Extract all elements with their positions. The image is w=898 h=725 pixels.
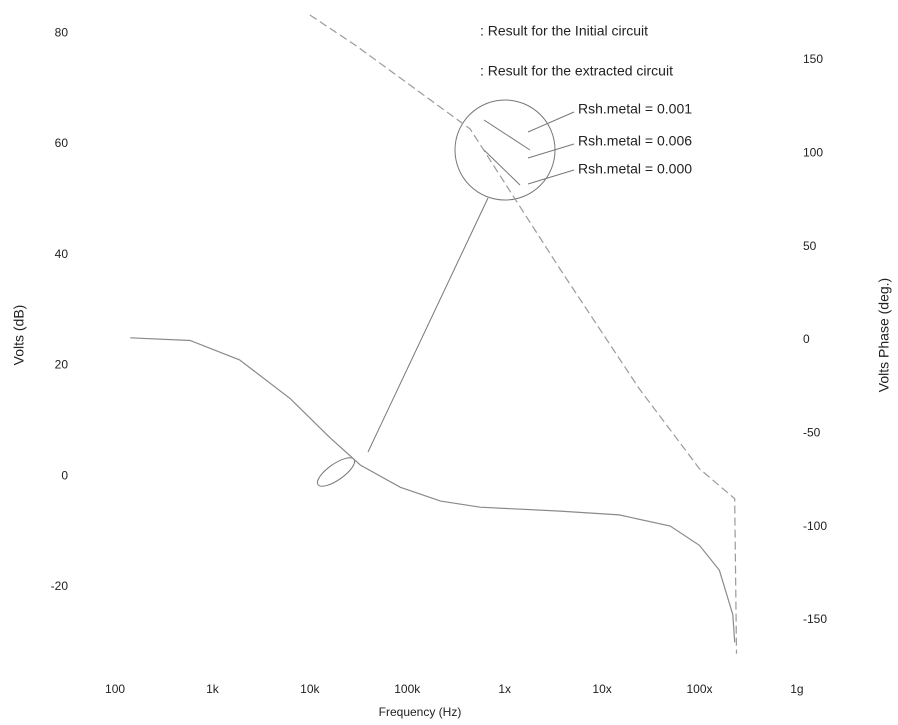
pointer (527, 111, 575, 133)
callouts (316, 99, 575, 487)
annotation: Rsh.metal = 0.006 (578, 133, 692, 149)
pointer (527, 143, 575, 159)
y2-axis-label: Volts Phase (deg.) (876, 278, 892, 392)
series-line (130, 337, 736, 643)
annotation: Rsh.metal = 0.000 (578, 161, 692, 177)
y2-tick-label: -100 (803, 519, 827, 533)
zoom-circle (454, 99, 556, 201)
y2-tick-label: -50 (803, 425, 821, 439)
y-axis-label: Volts (dB) (11, 305, 27, 366)
zoom-curve (483, 149, 521, 186)
x-tick-label: 1x (498, 682, 511, 696)
zoom-curve (483, 119, 531, 151)
y2-tick-label: -150 (803, 612, 827, 626)
x-tick-label: 10k (300, 682, 320, 696)
series-line (309, 14, 738, 654)
y-tick-label: 80 (55, 25, 69, 39)
pointer (527, 169, 575, 185)
y2-tick-label: 150 (803, 52, 823, 66)
x-tick-label: 1g (790, 682, 803, 696)
y-tick-label: 40 (55, 247, 69, 261)
zoom-ellipse (316, 457, 356, 487)
y2-tick-label: 0 (803, 332, 810, 346)
y2-tick-label: 100 (803, 145, 823, 159)
y-tick-label: -20 (51, 579, 69, 593)
annotation: Rsh.metal = 0.001 (578, 101, 692, 117)
y-tick-label: 0 (61, 468, 68, 482)
y2-tick-label: 50 (803, 239, 817, 253)
x-tick-label: 1k (206, 682, 220, 696)
callout-arrow (367, 197, 489, 453)
y-tick-label: 60 (55, 136, 69, 150)
y-tick-label: 20 (55, 358, 69, 372)
x-tick-label: 100 (105, 682, 125, 696)
x-tick-label: 100k (394, 682, 421, 696)
x-axis-label: Frequency (Hz) (379, 705, 462, 719)
legend-entry: : Result for the extracted circuit (480, 63, 673, 79)
legend-entry: : Result for the Initial circuit (480, 23, 648, 39)
x-tick-label: 10x (592, 682, 611, 696)
x-tick-label: 100x (686, 682, 712, 696)
